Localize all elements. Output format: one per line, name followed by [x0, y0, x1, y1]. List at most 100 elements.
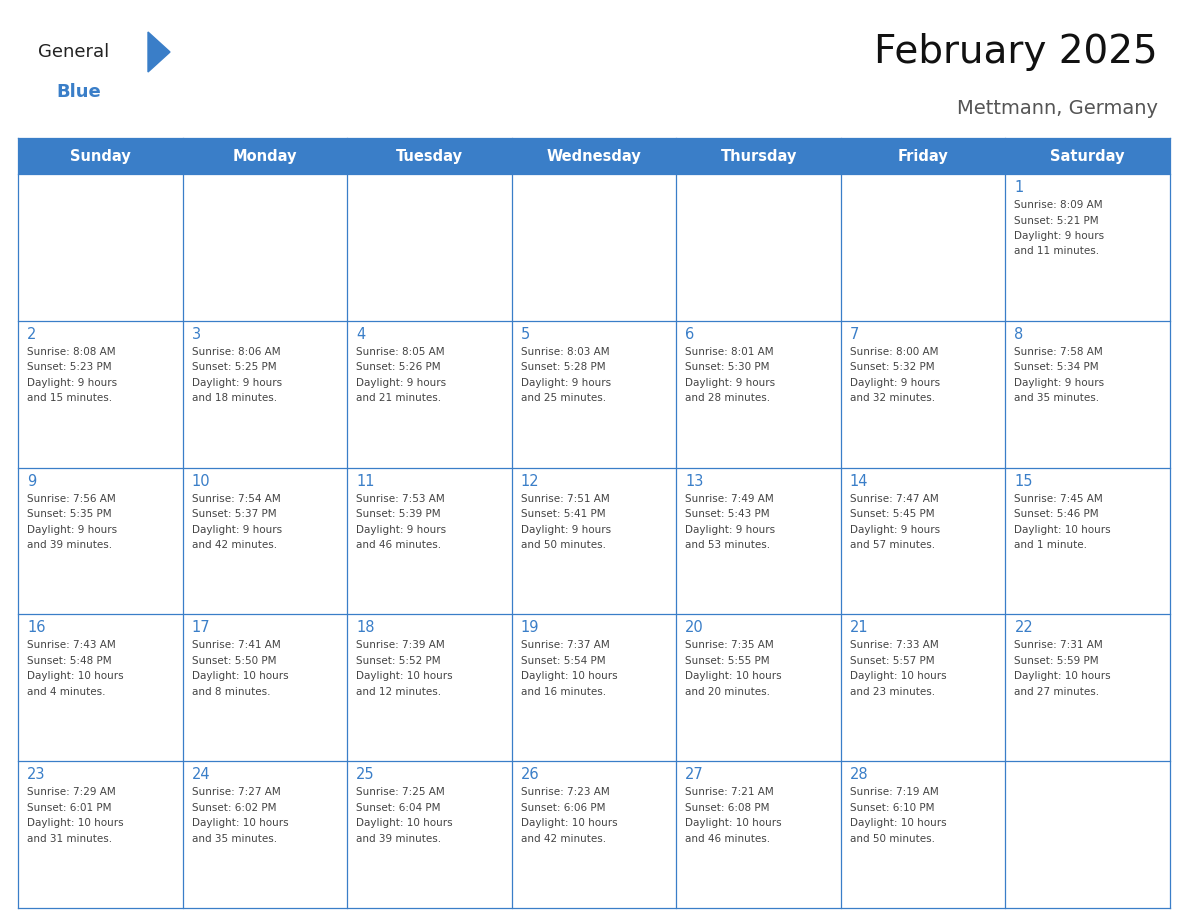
Bar	[1005, 174, 1170, 320]
Text: and 12 minutes.: and 12 minutes.	[356, 687, 441, 697]
Text: Sunrise: 7:41 AM: Sunrise: 7:41 AM	[191, 641, 280, 650]
Text: Sunrise: 7:35 AM: Sunrise: 7:35 AM	[685, 641, 775, 650]
Text: Sunset: 5:52 PM: Sunset: 5:52 PM	[356, 655, 441, 666]
Text: Daylight: 9 hours: Daylight: 9 hours	[1015, 378, 1105, 387]
Text: Mettmann, Germany: Mettmann, Germany	[958, 98, 1158, 118]
Text: Sunrise: 7:37 AM: Sunrise: 7:37 AM	[520, 641, 609, 650]
Text: Sunrise: 8:06 AM: Sunrise: 8:06 AM	[191, 347, 280, 357]
Text: and 46 minutes.: and 46 minutes.	[685, 834, 770, 844]
Text: 28: 28	[849, 767, 868, 782]
Bar	[18, 761, 183, 908]
Bar	[18, 320, 183, 467]
Text: Daylight: 10 hours: Daylight: 10 hours	[849, 818, 947, 828]
Text: Daylight: 10 hours: Daylight: 10 hours	[520, 671, 618, 681]
Text: Daylight: 10 hours: Daylight: 10 hours	[356, 671, 453, 681]
Text: and 27 minutes.: and 27 minutes.	[1015, 687, 1100, 697]
Text: Sunset: 5:55 PM: Sunset: 5:55 PM	[685, 655, 770, 666]
Text: 22: 22	[1015, 621, 1034, 635]
Text: and 4 minutes.: and 4 minutes.	[27, 687, 106, 697]
Text: and 35 minutes.: and 35 minutes.	[1015, 393, 1100, 403]
Text: and 16 minutes.: and 16 minutes.	[520, 687, 606, 697]
Text: Sunset: 6:06 PM: Sunset: 6:06 PM	[520, 802, 605, 812]
Text: Daylight: 9 hours: Daylight: 9 hours	[27, 524, 118, 534]
Text: Daylight: 10 hours: Daylight: 10 hours	[1015, 524, 1111, 534]
Text: Sunset: 5:34 PM: Sunset: 5:34 PM	[1015, 363, 1099, 373]
Text: Sunset: 5:48 PM: Sunset: 5:48 PM	[27, 655, 112, 666]
Text: Sunset: 5:37 PM: Sunset: 5:37 PM	[191, 509, 276, 519]
Text: and 35 minutes.: and 35 minutes.	[191, 834, 277, 844]
Text: 13: 13	[685, 474, 703, 488]
Text: 18: 18	[356, 621, 374, 635]
Bar	[841, 320, 1005, 467]
Text: February 2025: February 2025	[874, 33, 1158, 71]
Text: Sunrise: 8:08 AM: Sunrise: 8:08 AM	[27, 347, 115, 357]
Bar	[347, 467, 512, 614]
Text: and 42 minutes.: and 42 minutes.	[520, 834, 606, 844]
Text: Daylight: 9 hours: Daylight: 9 hours	[520, 524, 611, 534]
Bar	[1005, 761, 1170, 908]
Text: Sunrise: 7:56 AM: Sunrise: 7:56 AM	[27, 494, 115, 504]
Text: and 53 minutes.: and 53 minutes.	[685, 540, 770, 550]
Text: Saturday: Saturday	[1050, 149, 1125, 163]
Text: 9: 9	[27, 474, 37, 488]
Bar	[1005, 467, 1170, 614]
Text: Sunrise: 8:01 AM: Sunrise: 8:01 AM	[685, 347, 773, 357]
Polygon shape	[148, 32, 170, 72]
Text: 4: 4	[356, 327, 366, 341]
Text: Sunrise: 7:43 AM: Sunrise: 7:43 AM	[27, 641, 115, 650]
Text: and 39 minutes.: and 39 minutes.	[27, 540, 112, 550]
Text: 16: 16	[27, 621, 45, 635]
Text: Sunset: 5:45 PM: Sunset: 5:45 PM	[849, 509, 935, 519]
Text: Sunrise: 7:47 AM: Sunrise: 7:47 AM	[849, 494, 939, 504]
Bar	[676, 761, 841, 908]
Text: Daylight: 10 hours: Daylight: 10 hours	[685, 671, 782, 681]
Bar	[183, 320, 347, 467]
Text: Daylight: 10 hours: Daylight: 10 hours	[520, 818, 618, 828]
Text: Daylight: 9 hours: Daylight: 9 hours	[191, 378, 282, 387]
Text: Sunrise: 8:03 AM: Sunrise: 8:03 AM	[520, 347, 609, 357]
Text: Sunrise: 7:25 AM: Sunrise: 7:25 AM	[356, 788, 444, 797]
Bar	[347, 174, 512, 320]
Text: Friday: Friday	[898, 149, 948, 163]
Text: 7: 7	[849, 327, 859, 341]
Text: 21: 21	[849, 621, 868, 635]
Text: Sunset: 5:54 PM: Sunset: 5:54 PM	[520, 655, 606, 666]
Text: General: General	[38, 43, 109, 61]
Text: Sunrise: 7:27 AM: Sunrise: 7:27 AM	[191, 788, 280, 797]
Text: and 31 minutes.: and 31 minutes.	[27, 834, 112, 844]
Bar	[1005, 614, 1170, 761]
Text: Sunrise: 7:39 AM: Sunrise: 7:39 AM	[356, 641, 444, 650]
Text: Daylight: 9 hours: Daylight: 9 hours	[27, 378, 118, 387]
Text: Daylight: 9 hours: Daylight: 9 hours	[685, 524, 776, 534]
Text: and 46 minutes.: and 46 minutes.	[356, 540, 441, 550]
Text: and 20 minutes.: and 20 minutes.	[685, 687, 770, 697]
Text: Sunset: 5:28 PM: Sunset: 5:28 PM	[520, 363, 606, 373]
Text: 27: 27	[685, 767, 704, 782]
Text: and 50 minutes.: and 50 minutes.	[520, 540, 606, 550]
Text: Daylight: 10 hours: Daylight: 10 hours	[27, 818, 124, 828]
Bar	[183, 614, 347, 761]
Bar	[183, 174, 347, 320]
Bar	[347, 761, 512, 908]
Text: Sunrise: 7:33 AM: Sunrise: 7:33 AM	[849, 641, 939, 650]
Text: Sunset: 6:10 PM: Sunset: 6:10 PM	[849, 802, 934, 812]
Text: and 28 minutes.: and 28 minutes.	[685, 393, 770, 403]
Text: Daylight: 10 hours: Daylight: 10 hours	[685, 818, 782, 828]
Text: Sunrise: 7:53 AM: Sunrise: 7:53 AM	[356, 494, 444, 504]
Text: Daylight: 9 hours: Daylight: 9 hours	[356, 378, 447, 387]
Text: Daylight: 9 hours: Daylight: 9 hours	[685, 378, 776, 387]
Text: Daylight: 10 hours: Daylight: 10 hours	[356, 818, 453, 828]
Text: 6: 6	[685, 327, 695, 341]
Text: 23: 23	[27, 767, 45, 782]
Text: Sunset: 5:23 PM: Sunset: 5:23 PM	[27, 363, 112, 373]
Text: Sunset: 5:25 PM: Sunset: 5:25 PM	[191, 363, 276, 373]
Bar	[512, 467, 676, 614]
Bar	[347, 614, 512, 761]
Text: Daylight: 10 hours: Daylight: 10 hours	[191, 818, 289, 828]
Text: Daylight: 9 hours: Daylight: 9 hours	[191, 524, 282, 534]
Text: and 15 minutes.: and 15 minutes.	[27, 393, 112, 403]
Text: and 32 minutes.: and 32 minutes.	[849, 393, 935, 403]
Text: Daylight: 9 hours: Daylight: 9 hours	[356, 524, 447, 534]
Text: Tuesday: Tuesday	[396, 149, 463, 163]
Text: Sunrise: 8:05 AM: Sunrise: 8:05 AM	[356, 347, 444, 357]
